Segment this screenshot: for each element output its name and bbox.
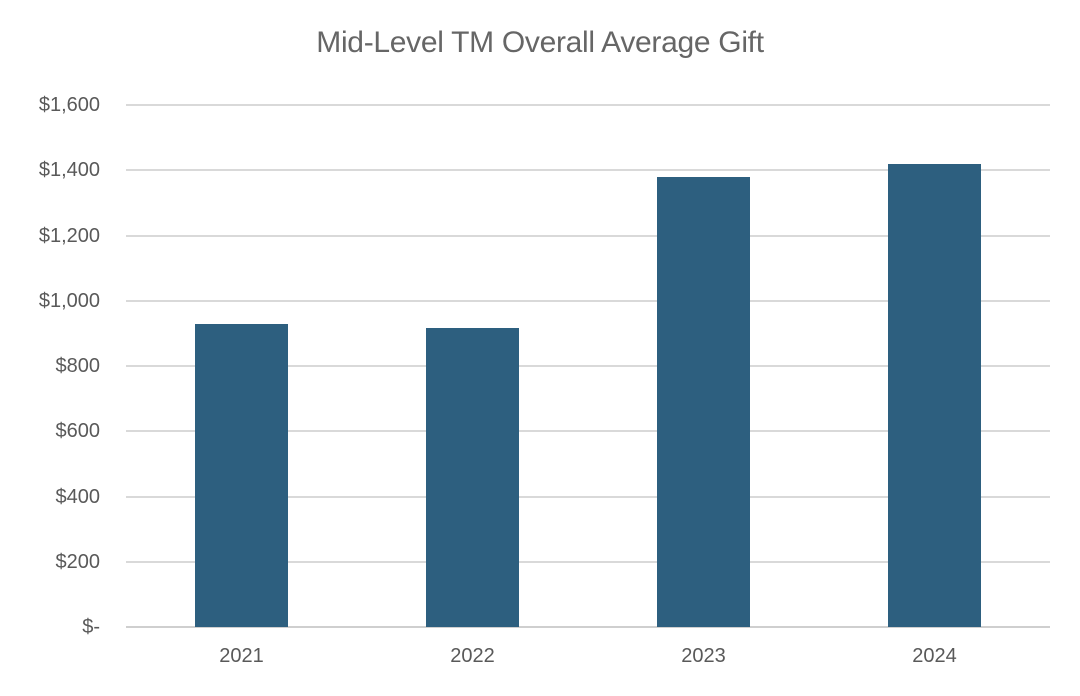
gridline: [126, 234, 1050, 237]
x-tick-label: 2023: [681, 645, 726, 667]
bar-2022: [426, 328, 519, 627]
gridline: [126, 365, 1050, 367]
x-tick-label: 2022: [450, 645, 495, 667]
y-tick-label: $1,000: [38, 289, 100, 312]
gridline: [126, 560, 1050, 563]
bar-2023: [657, 176, 750, 627]
y-tick-label: $1,600: [38, 94, 100, 116]
y-tick-label: $600: [55, 420, 101, 443]
gridline: [126, 430, 1050, 433]
x-tick-label: 2024: [912, 645, 957, 667]
gridline: [126, 299, 1050, 302]
chart-title: Mid-Level TM Overall Average Gift: [316, 26, 764, 59]
x-tick-label: 2021: [219, 645, 264, 667]
bar-2024: [888, 163, 981, 627]
y-tick-label: $1,200: [38, 224, 100, 247]
gridline: [126, 104, 1050, 106]
bar-2021: [195, 323, 288, 627]
y-tick-label: $800: [55, 355, 101, 377]
y-tick-label: $1,400: [38, 159, 100, 182]
y-tick-label: $200: [55, 550, 101, 573]
x-axis-line: [126, 626, 1050, 628]
y-tick-label: $400: [55, 485, 101, 508]
gridline: [126, 169, 1050, 172]
gridline: [126, 495, 1050, 498]
y-tick-label: $-: [82, 616, 100, 638]
